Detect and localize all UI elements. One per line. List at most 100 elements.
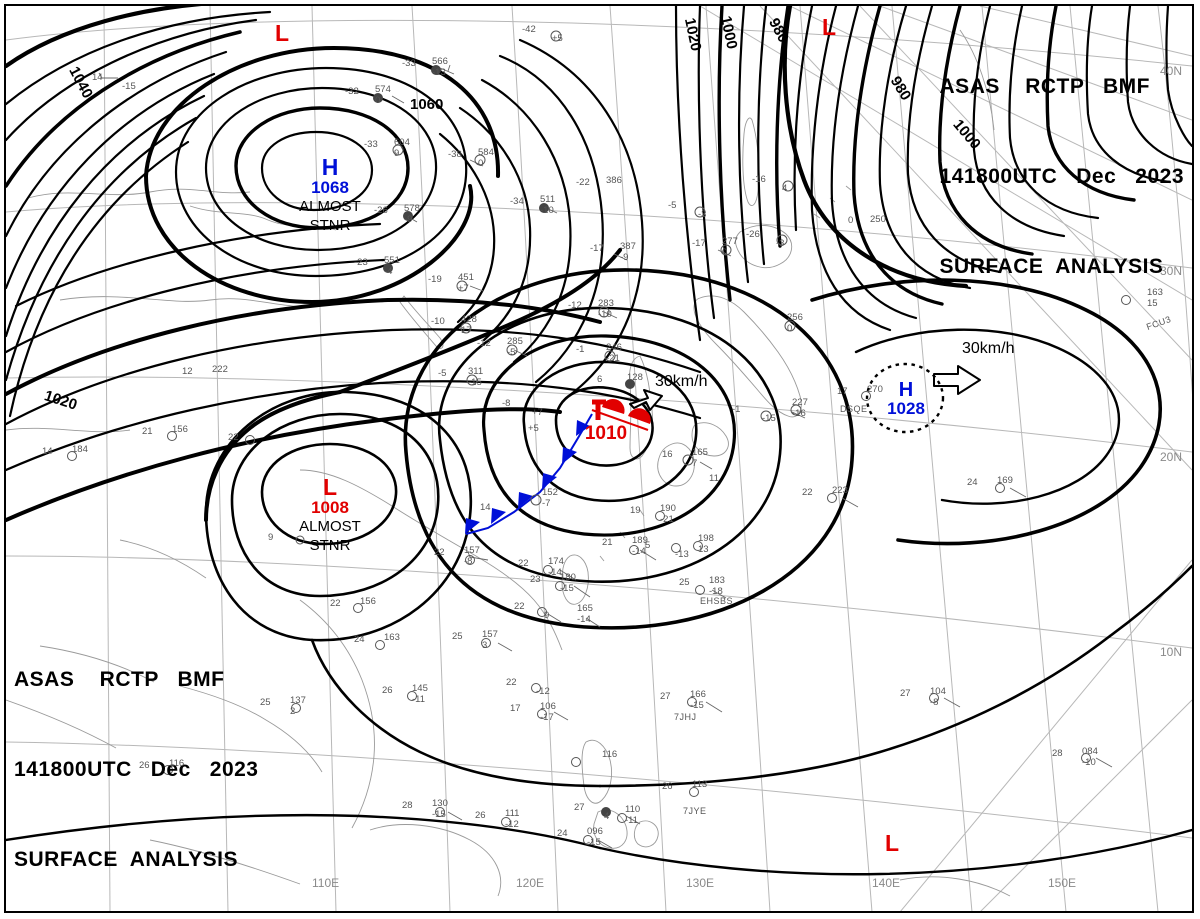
station-dewpoint: -10	[598, 309, 612, 320]
weak-high-dashed-circle	[865, 362, 945, 434]
station-dewpoint: -3	[698, 209, 707, 220]
station-temperature: 16	[662, 449, 673, 460]
station-dewpoint: -9	[620, 252, 629, 263]
station-temperature: -32	[345, 86, 359, 97]
station-dewpoint: -7	[542, 498, 551, 509]
station-temperature: -19	[428, 274, 442, 285]
station-pressure: 566	[432, 56, 448, 67]
station-dewpoint: -16	[792, 408, 806, 419]
station-temperature: 9	[268, 532, 274, 543]
station-pressure: 163	[1147, 287, 1163, 298]
station-dewpoint: 0	[787, 323, 793, 334]
station-temperature: -33	[402, 58, 416, 69]
station-temperature: 22	[506, 677, 517, 688]
station-pressure: 130	[432, 798, 448, 809]
station-pressure: 198	[698, 533, 714, 544]
station-temperature: 22	[514, 601, 525, 612]
ship-callsign-7jhj: 7JHJ	[674, 712, 697, 722]
station-temperature: 26	[662, 781, 673, 792]
station-dewpoint: -13	[432, 67, 446, 78]
header-title-block: ASAS RCTP BMF 141800UTC Dec 2023 SURFACE…	[940, 12, 1184, 312]
station-pressure: 428	[461, 314, 477, 325]
station-dewpoint: -15	[468, 377, 482, 388]
station-dewpoint: 17	[461, 325, 472, 336]
station-temperature: 21	[602, 537, 613, 548]
station-temperature: -22	[576, 177, 590, 188]
station-temperature: -1	[732, 404, 741, 415]
station-temperature: 14	[42, 446, 53, 457]
station-dewpoint: -8	[930, 697, 939, 708]
station-temperature: 22	[330, 598, 341, 609]
station-dewpoint: -15	[432, 809, 446, 820]
station-temperature: 25	[452, 631, 463, 642]
station-dewpoint: -21	[606, 353, 620, 364]
station-temperature: 19	[630, 505, 641, 516]
station-dewpoint: -17	[540, 712, 554, 723]
station-temperature: 22	[434, 547, 445, 558]
station-pressure: 189	[632, 535, 648, 546]
station-dewpoint: 2	[290, 706, 296, 717]
station-temperature: 14	[92, 72, 103, 83]
station-pressure: 285	[507, 336, 523, 347]
cold-front	[465, 413, 593, 535]
low-marker-aleutian: L	[822, 14, 837, 40]
station-temperature: 12	[182, 366, 193, 377]
station-temperature: 17	[837, 386, 848, 397]
station-dewpoint: -15	[587, 837, 601, 848]
station-dewpoint: -12	[505, 819, 519, 830]
station-temperature: 26	[475, 810, 486, 821]
isobars	[6, 6, 1192, 876]
station-temperature: -12	[477, 338, 491, 349]
station-pressure: 283	[598, 298, 614, 309]
station-temperature: -26	[746, 229, 760, 240]
station-dewpoint: -14	[632, 546, 646, 557]
station-pressure: 246	[606, 342, 622, 353]
station-pressure: 180	[560, 572, 576, 583]
station-temperature: 27	[574, 802, 585, 813]
station-temperature: 25	[679, 577, 690, 588]
pressure-system-high-1068: H 1068	[300, 155, 360, 197]
longitude-label-150e: 150E	[1048, 876, 1077, 890]
station-pressure: 223	[832, 485, 848, 496]
station-pressure: 387	[620, 241, 636, 252]
station-temperature: 24	[557, 828, 568, 839]
high-1028-value: 1028	[887, 399, 925, 419]
station-temperature: -5	[668, 200, 677, 211]
pressure-system-high-1028: H 1028	[876, 380, 936, 418]
latitude-label-30n: 30N	[1160, 264, 1183, 278]
station-temperature: -38	[448, 149, 462, 160]
ship-callsign-7jye: 7JYE	[683, 806, 707, 816]
station-temperature: -26	[374, 205, 388, 216]
station-temperature: -12	[568, 300, 582, 311]
station-dewpoint: 4	[604, 811, 610, 822]
station-dewpoint: -5	[507, 347, 516, 358]
isobar-label-1060: 1060	[410, 96, 444, 113]
station-pressure: 128	[627, 372, 643, 383]
station-pressure: 222	[212, 364, 228, 375]
longitude-label-110e: 110E	[312, 876, 340, 890]
station-dewpoint: -3	[776, 238, 785, 249]
station-temperature: 22	[228, 432, 239, 443]
station-dewpoint: 13	[698, 544, 709, 555]
station-pressure: 578	[404, 203, 420, 214]
low-glyph: L	[322, 474, 338, 500]
station-temperature: 23	[530, 574, 541, 585]
station-dewpoint: -10	[540, 205, 554, 216]
station-temperature: 22	[518, 558, 529, 569]
footer-title-block: ASAS RCTP BMF 141800UTC Dec 2023 SURFACE…	[14, 605, 258, 905]
station-dewpoint: -4	[384, 266, 393, 277]
station-pressure: 106	[540, 701, 556, 712]
station-temperature: -17	[692, 238, 706, 249]
station-temperature: -8	[502, 398, 511, 409]
ship-callsign-dsqe: DSQE	[840, 404, 868, 414]
station-dewpoint: -10	[1082, 757, 1096, 768]
pressure-system-low-1010: 1010	[574, 424, 638, 444]
high-1028-glyph: H	[898, 379, 914, 401]
station-temperature: -42	[522, 24, 536, 35]
station-pressure: 116	[169, 758, 185, 769]
station-dewpoint: 7	[692, 458, 698, 469]
station-dewpoint: 3	[482, 640, 488, 651]
station-dewpoint: 0	[848, 215, 854, 226]
station-dewpoint: 0	[722, 247, 728, 258]
